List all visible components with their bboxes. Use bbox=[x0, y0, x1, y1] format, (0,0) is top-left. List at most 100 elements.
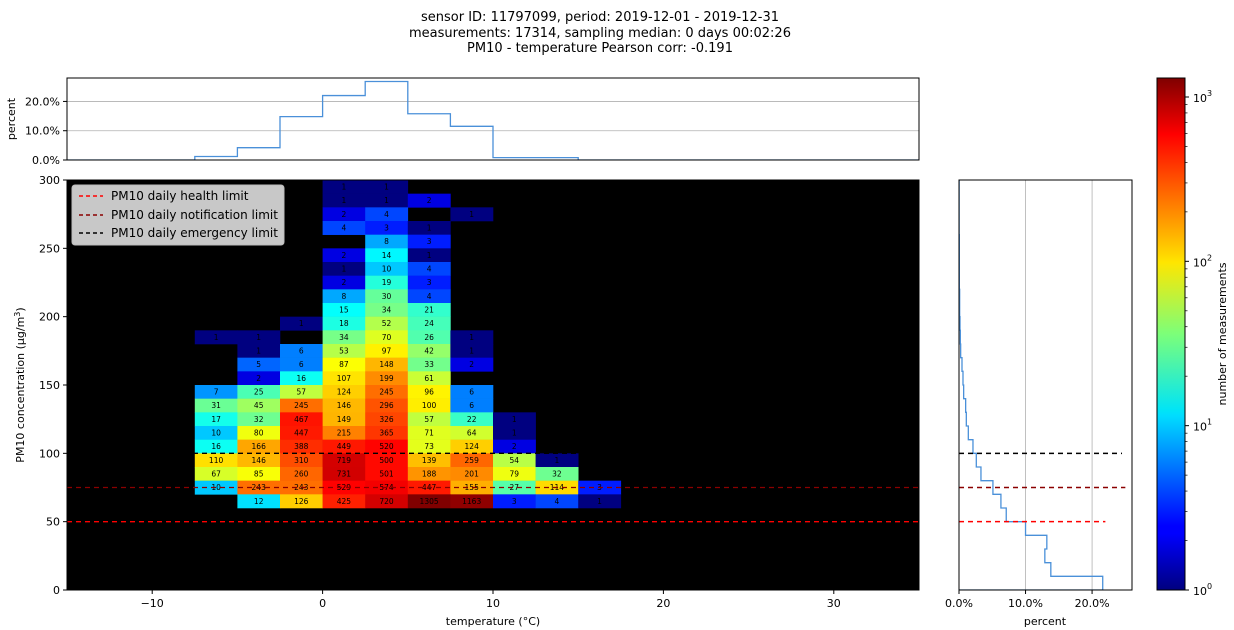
y-tick-label: 0 bbox=[53, 584, 60, 597]
heatmap-cell bbox=[450, 453, 494, 468]
heatmap-cell-label: 57 bbox=[424, 415, 434, 424]
heatmap-cell bbox=[322, 426, 366, 440]
heatmap-cell-label: 6 bbox=[469, 401, 474, 410]
temperature-histogram-line bbox=[67, 80, 919, 160]
heatmap-cell bbox=[407, 330, 451, 345]
heatmap-cell-label: 124 bbox=[465, 442, 480, 451]
heatmap-cell-label: 14 bbox=[382, 251, 392, 260]
heatmap-cell bbox=[365, 439, 409, 454]
heatmap-cell-label: 6 bbox=[469, 388, 474, 397]
heatmap-cell bbox=[280, 453, 323, 468]
heatmap-cell-label: 12 bbox=[254, 497, 264, 506]
heatmap-cell-label: 2 bbox=[342, 251, 347, 260]
y-tick-label: 10.0% bbox=[25, 125, 60, 138]
heatmap-cell-label: 310 bbox=[294, 456, 309, 465]
heatmap-yticks: 0 50 100 150 200 250 300 bbox=[39, 174, 67, 597]
heatmap-cell-label: 1 bbox=[512, 429, 517, 438]
heatmap-cell bbox=[450, 439, 494, 454]
colorbar-gradient bbox=[1156, 77, 1186, 591]
heatmap-cell-label: 16 bbox=[297, 374, 307, 383]
heatmap-cell-label: 21 bbox=[424, 306, 434, 315]
heatmap-cell-label: 1 bbox=[256, 347, 261, 356]
heatmap-cell-label: 188 bbox=[422, 470, 437, 479]
heatmap-cell bbox=[450, 426, 494, 440]
x-tick-label: 30 bbox=[827, 597, 841, 610]
heatmap-cell bbox=[365, 303, 409, 317]
heatmap-cell bbox=[365, 385, 409, 399]
heatmap-cell bbox=[322, 275, 366, 290]
heatmap-cell-label: 719 bbox=[337, 456, 352, 465]
heatmap-cell bbox=[237, 426, 281, 440]
heatmap-cell bbox=[450, 330, 494, 345]
heatmap-cell bbox=[365, 262, 409, 276]
heatmap-cell bbox=[365, 221, 409, 235]
y-tick-label: 0.0% bbox=[32, 154, 60, 167]
heatmap-cell bbox=[322, 262, 366, 276]
heatmap-cell-label: 96 bbox=[424, 388, 434, 397]
heatmap-cell-label: 10 bbox=[211, 429, 221, 438]
heatmap-cell bbox=[535, 467, 579, 481]
heatmap-cell-label: 259 bbox=[465, 456, 480, 465]
heatmap-cell bbox=[365, 207, 409, 222]
heatmap-cell bbox=[365, 398, 409, 413]
heatmap-cell bbox=[237, 385, 281, 399]
y-tick-label: 100 bbox=[39, 447, 60, 460]
title-line-2: measurements: 17314, sampling median: 0 … bbox=[409, 26, 791, 41]
heatmap-cell-label: 1 bbox=[299, 319, 304, 328]
heatmap-cell-label: 2 bbox=[342, 278, 347, 287]
heatmap-cell bbox=[322, 180, 366, 194]
heatmap-cell-label: 8 bbox=[342, 292, 347, 301]
heatmap-cell bbox=[493, 494, 536, 509]
heatmap-cell bbox=[194, 453, 238, 468]
heatmap-cell bbox=[322, 453, 366, 468]
heatmap-cell bbox=[194, 426, 238, 440]
heatmap-cell-label: 245 bbox=[379, 388, 394, 397]
heatmap-cell bbox=[407, 289, 451, 304]
heatmap-cell bbox=[365, 357, 409, 372]
heatmap-cell bbox=[493, 467, 536, 481]
heatmap-cell-label: 1305 bbox=[420, 497, 439, 506]
top-histogram-steps bbox=[67, 80, 919, 160]
heatmap-cell bbox=[365, 371, 409, 386]
main-heatmap-panel: 1 11 1 22 4 14 3 18 32 14 11 10 42 19 38 30 415 34 211 18 52… bbox=[13, 174, 920, 628]
heatmap-cell bbox=[322, 467, 366, 481]
heatmap-cell bbox=[407, 453, 451, 468]
heatmap-cell bbox=[237, 453, 281, 468]
x-tick-label: 20 bbox=[656, 597, 670, 610]
heatmap-cell bbox=[322, 207, 366, 222]
heatmap-cell-label: 1 bbox=[555, 456, 560, 465]
heatmap-cell bbox=[365, 426, 409, 440]
heatmap-cell-label: 79 bbox=[510, 470, 520, 479]
heatmap-cell-label: 4 bbox=[555, 497, 560, 506]
heatmap-cell bbox=[237, 439, 281, 454]
x-tick-label: 10 bbox=[486, 597, 500, 610]
right-histogram-xticks: 0.0% 10.0% 20.0% bbox=[945, 590, 1110, 610]
heatmap-cell-label: 22 bbox=[467, 415, 477, 424]
right-histogram-frame bbox=[958, 179, 1133, 591]
heatmap-cell-label: 1 bbox=[427, 251, 432, 260]
heatmap-cell bbox=[322, 398, 366, 413]
heatmap-cell-label: 148 bbox=[379, 360, 394, 369]
heatmap-cell-label: 365 bbox=[379, 429, 394, 438]
heatmap-cell bbox=[280, 467, 323, 481]
y-tick-label: 50 bbox=[46, 516, 60, 529]
heatmap-cell-label: 64 bbox=[467, 429, 477, 438]
heatmap-cell-label: 54 bbox=[510, 456, 520, 465]
heatmap-cell bbox=[322, 193, 366, 208]
heatmap-cell-label: 2 bbox=[512, 442, 517, 451]
heatmap-cell bbox=[493, 453, 536, 468]
heatmap-cell-label: 32 bbox=[552, 470, 562, 479]
heatmap-cell-label: 30 bbox=[382, 292, 392, 301]
colorbar-tick-label: 103 bbox=[1193, 89, 1212, 105]
heatmap-cell bbox=[322, 412, 366, 427]
heatmap-cell-label: 7 bbox=[214, 388, 219, 397]
heatmap-cell-label: 27 bbox=[510, 483, 520, 492]
heatmap-cell bbox=[280, 344, 323, 358]
right-histogram-panel: 0.0% 10.0% 20.0% percent bbox=[945, 179, 1133, 628]
heatmap-cell-label: 501 bbox=[379, 470, 394, 479]
heatmap-cell-label: 25 bbox=[254, 388, 264, 397]
heatmap-cell-label: 17 bbox=[211, 415, 221, 424]
x-tick-label: −10 bbox=[141, 597, 164, 610]
heatmap-cell-label: 720 bbox=[379, 497, 394, 506]
y-tick-label: 300 bbox=[39, 174, 60, 187]
